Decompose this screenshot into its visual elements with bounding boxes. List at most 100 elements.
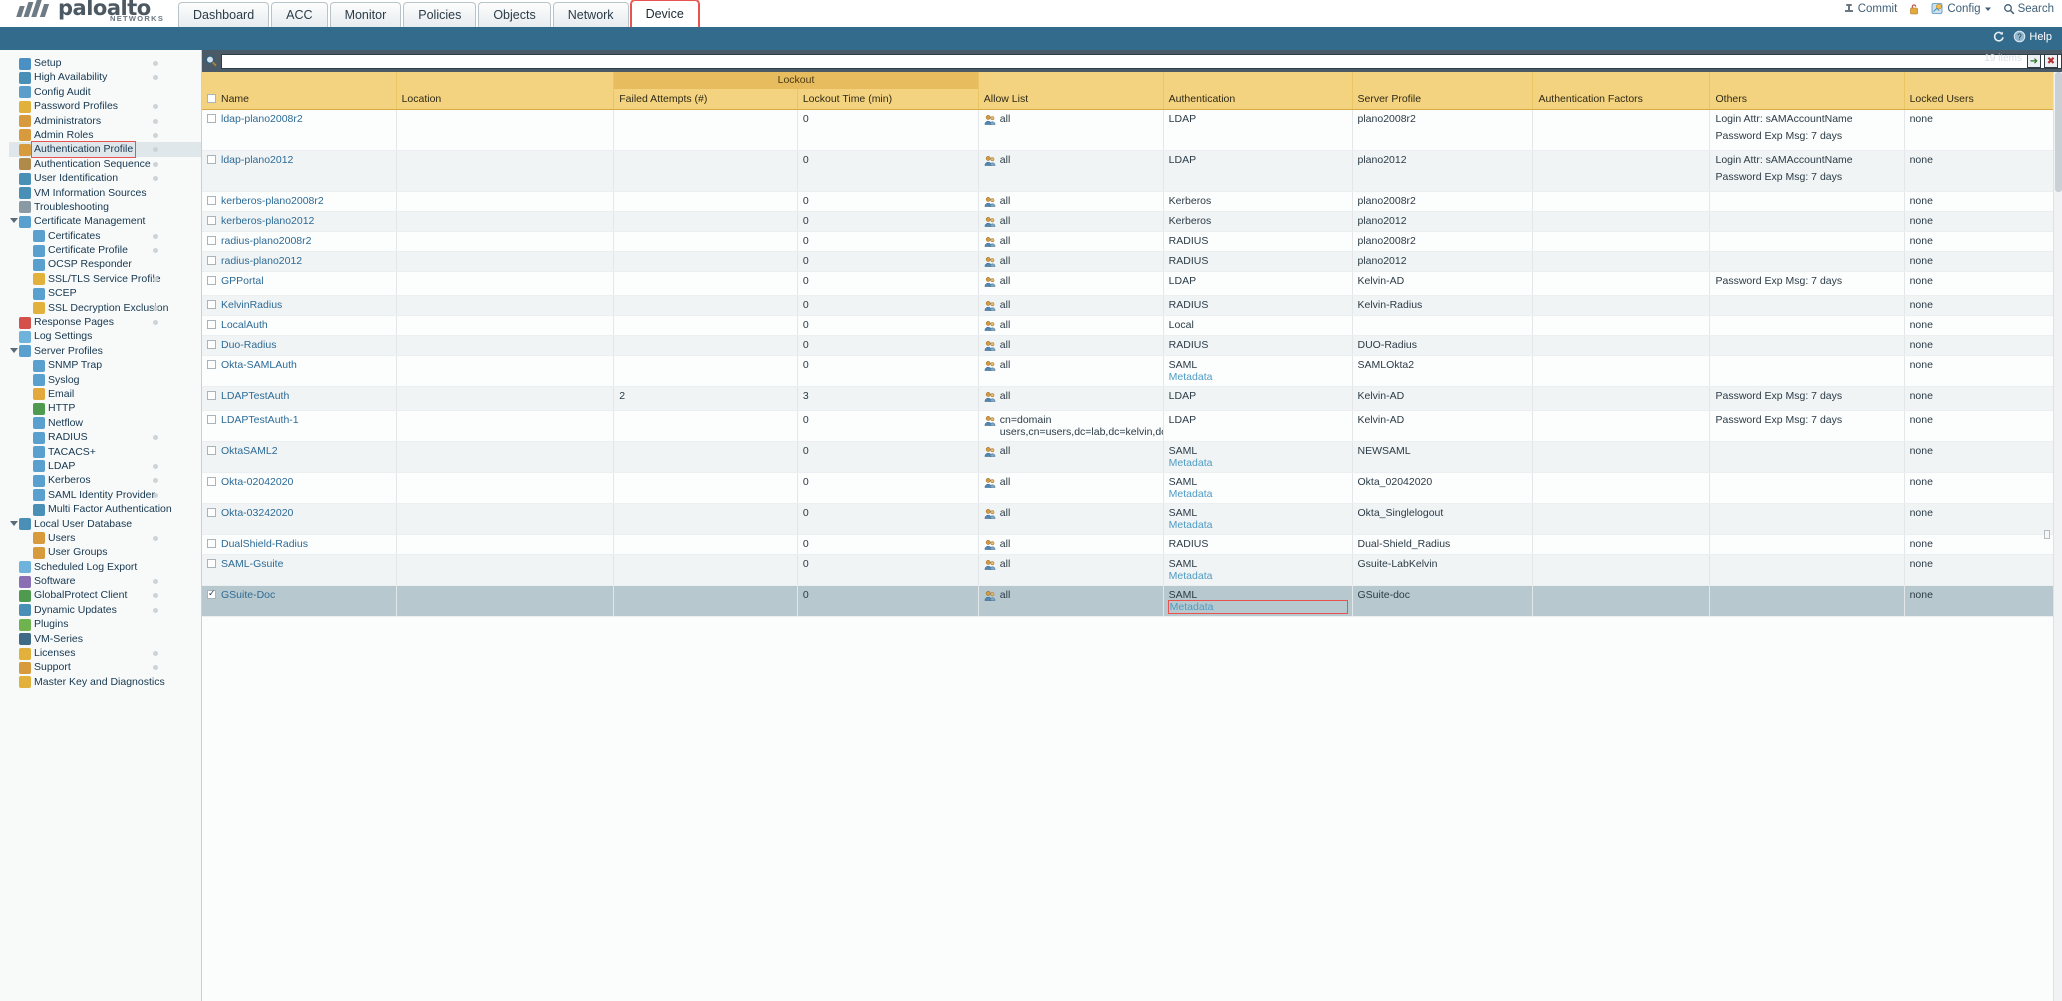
profile-name-link[interactable]: kerberos-plano2012 xyxy=(221,214,315,227)
column-header-locked-users[interactable]: Locked Users xyxy=(1904,89,2062,110)
column-header-allow-list[interactable]: Allow List xyxy=(978,89,1164,110)
profile-name-link[interactable]: DualShield-Radius xyxy=(221,537,308,550)
profile-name-link[interactable]: Duo-Radius xyxy=(221,338,277,351)
table-row[interactable]: radius-plano2012 0 all RADIUS plano2012 none xyxy=(202,251,2062,272)
tab-policies[interactable]: Policies xyxy=(403,2,477,27)
sidebar-item-ldap[interactable]: LDAP xyxy=(9,459,201,473)
table-row[interactable]: Duo-Radius 0 all RADIUS DUO-Radius none xyxy=(202,335,2062,356)
commit-button[interactable]: Commit xyxy=(1843,3,1897,15)
row-checkbox[interactable] xyxy=(207,275,216,285)
table-scroll-region[interactable]: Lockout Name Location Failed Attempts (#) L… xyxy=(202,72,2062,1001)
lock-button[interactable] xyxy=(1908,3,1920,15)
sidebar-item-ssl-tls-service-profile[interactable]: SSL/TLS Service Profile xyxy=(9,272,201,286)
column-resize-handle[interactable] xyxy=(2044,530,2050,539)
sidebar-item-multi-factor-authentication[interactable]: Multi Factor Authentication xyxy=(9,502,201,516)
vertical-scrollbar[interactable] xyxy=(2053,72,2062,1001)
sidebar-item-authentication-sequence[interactable]: Authentication Sequence xyxy=(9,157,201,171)
sidebar-item-snmp-trap[interactable]: SNMP Trap xyxy=(9,358,201,372)
table-row[interactable]: GPPortal 0 all LDAP Kelvin-AD Password Exp Ms… xyxy=(202,271,2062,296)
profile-name-link[interactable]: LocalAuth xyxy=(221,318,268,331)
row-checkbox[interactable] xyxy=(207,299,216,309)
profile-name-link[interactable]: Okta-02042020 xyxy=(221,475,294,488)
row-checkbox[interactable] xyxy=(207,255,216,265)
row-checkbox[interactable] xyxy=(207,235,216,245)
metadata-link[interactable]: Metadata xyxy=(1168,569,1213,582)
search-input[interactable] xyxy=(221,53,2062,69)
sidebar-item-dynamic-updates[interactable]: Dynamic Updates xyxy=(9,603,201,617)
sidebar-item-email[interactable]: Email xyxy=(9,387,201,401)
sidebar-item-response-pages[interactable]: Response Pages xyxy=(9,315,201,329)
row-checkbox[interactable] xyxy=(207,319,216,329)
row-checkbox[interactable] xyxy=(207,113,216,123)
profile-name-link[interactable]: ldap-plano2008r2 xyxy=(221,112,303,125)
sidebar-item-support[interactable]: Support xyxy=(9,660,201,674)
sidebar-item-config-audit[interactable]: Config Audit xyxy=(9,85,201,99)
row-checkbox[interactable] xyxy=(207,476,216,486)
row-checkbox[interactable] xyxy=(207,215,216,225)
sidebar-item-syslog[interactable]: Syslog xyxy=(9,373,201,387)
column-header-name[interactable]: Name xyxy=(202,89,397,110)
row-checkbox[interactable] xyxy=(207,195,216,205)
table-row[interactable]: LocalAuth 0 all Local none xyxy=(202,315,2062,336)
metadata-link[interactable]: Metadata xyxy=(1167,599,1348,614)
metadata-link[interactable]: Metadata xyxy=(1168,487,1213,500)
sidebar-item-user-groups[interactable]: User Groups xyxy=(9,545,201,559)
metadata-link[interactable]: Metadata xyxy=(1168,370,1213,383)
table-row[interactable]: OktaSAML2 0 all SAML Metadata NEWSAML none xyxy=(202,441,2062,473)
sidebar-item-ssl-decryption-exclusion[interactable]: SSL Decryption Exclusion xyxy=(9,301,201,315)
row-checkbox[interactable] xyxy=(207,558,216,568)
profile-name-link[interactable]: GSuite-Doc xyxy=(221,588,276,601)
sidebar-item-high-availability[interactable]: High Availability xyxy=(9,70,201,84)
profile-name-link[interactable]: radius-plano2008r2 xyxy=(221,234,312,247)
sidebar-item-master-key-and-diagnostics[interactable]: Master Key and Diagnostics xyxy=(9,675,201,689)
column-header-location[interactable]: Location xyxy=(396,89,615,110)
table-row[interactable]: kerberos-plano2012 0 all Kerberos plano2012 n… xyxy=(202,211,2062,232)
sidebar-item-certificate-management[interactable]: Certificate Management xyxy=(9,214,201,228)
profile-name-link[interactable]: radius-plano2012 xyxy=(221,254,303,267)
table-row[interactable]: SAML-Gsuite 0 all SAML Metadata Gsuite-LabKel… xyxy=(202,554,2062,586)
column-header-server-profile[interactable]: Server Profile xyxy=(1352,89,1534,110)
profile-name-link[interactable]: GPPortal xyxy=(221,274,264,287)
profile-name-link[interactable]: LDAPTestAuth xyxy=(221,389,290,402)
sidebar-item-software[interactable]: Software xyxy=(9,574,201,588)
table-row[interactable]: LDAPTestAuth-1 0 cn=domain users,cn=users,… xyxy=(202,410,2062,442)
column-header-lockout-time-min[interactable]: Lockout Time (min) xyxy=(797,89,979,110)
profile-name-link[interactable]: LDAPTestAuth-1 xyxy=(221,413,299,426)
row-checkbox[interactable] xyxy=(207,390,216,400)
sidebar-item-certificate-profile[interactable]: Certificate Profile xyxy=(9,243,201,257)
sidebar-item-saml-identity-provider[interactable]: SAML Identity Provider xyxy=(9,488,201,502)
sidebar-item-local-user-database[interactable]: Local User Database xyxy=(9,517,201,531)
row-checkbox[interactable] xyxy=(207,507,216,517)
table-row[interactable]: radius-plano2008r2 0 all RADIUS plano2008r2 n… xyxy=(202,231,2062,252)
profile-name-link[interactable]: ldap-plano2012 xyxy=(221,153,294,166)
column-header-others[interactable]: Others xyxy=(1709,89,1905,110)
row-checkbox[interactable] xyxy=(207,445,216,455)
row-checkbox[interactable] xyxy=(207,339,216,349)
column-header-authentication[interactable]: Authentication xyxy=(1163,89,1353,110)
sidebar-item-scep[interactable]: SCEP xyxy=(9,286,201,300)
row-checkbox[interactable] xyxy=(207,154,216,164)
sidebar-item-ocsp-responder[interactable]: OCSP Responder xyxy=(9,257,201,271)
metadata-link[interactable]: Metadata xyxy=(1168,518,1213,531)
select-all-checkbox[interactable] xyxy=(207,93,216,103)
sidebar-item-plugins[interactable]: Plugins xyxy=(9,617,201,631)
tab-network[interactable]: Network xyxy=(552,2,629,27)
expand-collapse-icon[interactable] xyxy=(10,218,18,224)
sidebar-item-setup[interactable]: Setup xyxy=(9,56,201,70)
table-row[interactable]: kerberos-plano2008r2 0 all Kerberos plano200… xyxy=(202,191,2062,212)
sidebar-item-vm-series[interactable]: VM-Series xyxy=(9,632,201,646)
sidebar-item-server-profiles[interactable]: Server Profiles xyxy=(9,344,201,358)
table-row[interactable]: ldap-plano2008r2 0 all LDAP plano2008r2 Login… xyxy=(202,109,2062,151)
sidebar-item-licenses[interactable]: Licenses xyxy=(9,646,201,660)
table-row[interactable]: Okta-SAMLAuth 0 all SAML Metadata SAMLOkta2 no… xyxy=(202,355,2062,387)
expand-collapse-icon[interactable] xyxy=(10,347,18,353)
sidebar-item-users[interactable]: Users xyxy=(9,531,201,545)
profile-name-link[interactable]: OktaSAML2 xyxy=(221,444,278,457)
sidebar-item-troubleshooting[interactable]: Troubleshooting xyxy=(9,200,201,214)
row-checkbox[interactable] xyxy=(207,588,216,599)
tab-dashboard[interactable]: Dashboard xyxy=(178,2,270,27)
sidebar-item-log-settings[interactable]: Log Settings xyxy=(9,329,201,343)
tab-device[interactable]: Device xyxy=(629,0,700,28)
tab-objects[interactable]: Objects xyxy=(478,2,551,27)
